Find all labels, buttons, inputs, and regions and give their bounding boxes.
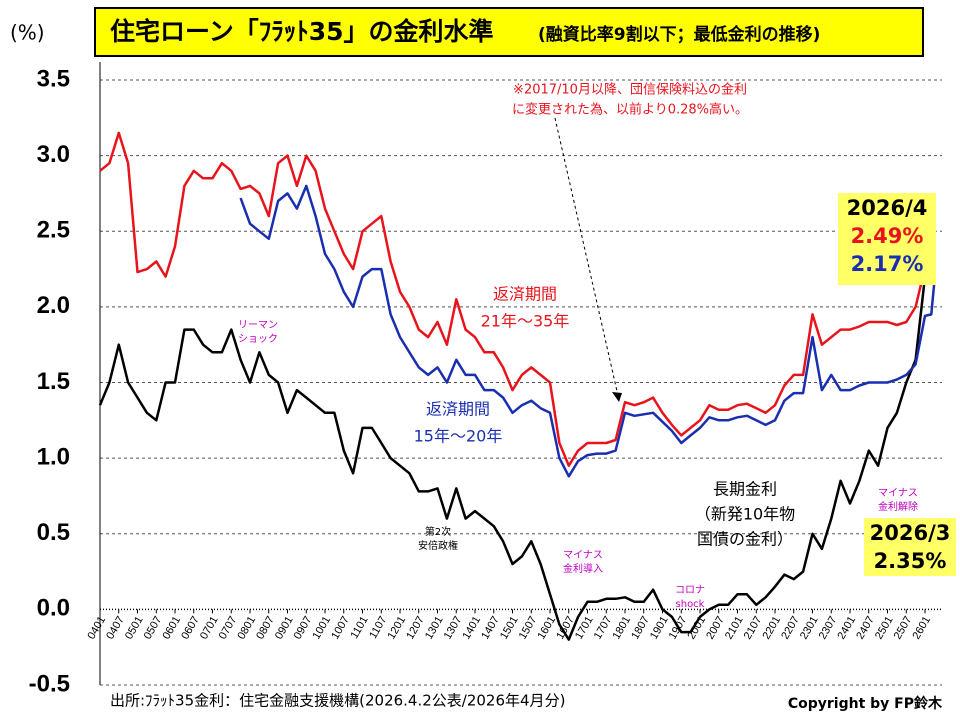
event-label: コロナ [675,584,705,596]
x-tick-label: 2001 [685,614,708,641]
x-tick-label: 1407 [479,614,502,641]
note: ※2017/10月以降、団信保険料込の金利 [513,82,747,98]
x-tick-label: 2101 [723,614,746,641]
series-label: 15年～20年 [414,427,503,446]
x-tick-label: 0607 [179,614,202,641]
x-tick-label: 2407 [854,614,877,641]
y-unit: (%) [10,21,45,45]
copyright: Copyright by FP鈴木 [788,695,943,712]
event-label: マイナス [563,549,603,561]
y-tick-label: 3.5 [37,65,70,92]
note-arrowhead [612,392,622,402]
y-tick-label: 0.0 [37,595,70,622]
x-tick-label: 1501 [498,614,521,641]
x-tick-label: 0801 [235,614,258,641]
series-label: 21年～35年 [481,312,570,331]
event-label: マイナス [878,487,918,499]
event-label: 金利解除 [878,500,918,513]
chart-subtitle: (融資比率9割以下；最低金利の推移) [538,24,820,45]
event-label: 金利導入 [563,562,603,575]
x-tick-label: 0401 [85,614,108,641]
series-label: 返済期間 [426,400,490,419]
note: に変更された為、以前より0.28%高い。 [512,102,748,118]
x-tick-label: 0501 [123,614,146,641]
x-tick-label: 2301 [798,614,821,641]
y-tick-label: 0.5 [37,519,70,546]
x-tick-label: 1601 [535,614,558,641]
event-label: 安倍政権 [418,539,458,552]
series-label: （新発10年物 [695,505,795,524]
y-tick-label: 3.0 [37,141,70,168]
source: 出所:ﾌﾗｯﾄ35金利：住宅金融支援機構(2026.4.2公表/2026年4月分… [110,692,565,710]
x-tick-label: 1901 [648,614,671,641]
chart-title: 住宅ローン「ﾌﾗｯﾄ35」の金利水準 [110,17,494,46]
y-tick-label: 1.0 [37,443,70,470]
x-tick-label: 1807 [629,614,652,641]
x-tick-label: 0901 [273,614,296,641]
event-label: リーマン [238,320,278,331]
series-label: 国債の金利） [697,530,793,549]
x-tick-label: 0907 [292,614,315,641]
x-tick-label: 0807 [254,614,277,641]
event-label: shock [676,599,705,610]
title-box [94,7,924,57]
x-tick-label: 1207 [404,614,427,641]
x-tick-label: 1007 [329,614,352,641]
x-tick-label: 1507 [517,614,540,641]
callout-box [838,193,936,285]
callout-date: 2026/4 [847,196,928,220]
y-tick-label: 1.5 [37,368,70,395]
x-tick-label: 1707 [592,614,615,641]
x-tick-label: 2401 [835,614,858,641]
x-tick-label: 2501 [873,614,896,641]
x-tick-label: 2007 [704,614,727,641]
x-tick-label: 0407 [104,614,127,641]
x-tick-label: 2307 [817,614,840,641]
event-label: ショック [238,333,278,345]
note-arrow [554,117,620,401]
x-tick-label: 2507 [892,614,915,641]
y-tick-label: -0.5 [29,670,70,697]
y-tick-label: 2.0 [37,292,70,319]
x-tick-label: 0701 [198,614,221,641]
callout-value: 2.49% [851,224,924,248]
series-line [98,253,933,641]
callout-box [864,518,956,576]
x-tick-label: 0601 [160,614,183,641]
series-label: 返済期間 [493,285,557,304]
x-tick-label: 2601 [910,614,933,641]
x-tick-label: 1301 [423,614,446,641]
x-tick-label: 0507 [142,614,165,641]
x-tick-label: 1101 [348,614,370,640]
callout-value: 2.35% [874,549,947,573]
x-tick-label: 1201 [385,614,408,641]
x-tick-label: 2201 [760,614,783,641]
callout-date: 2026/3 [870,521,951,545]
x-tick-label: 1001 [310,614,333,641]
series-label: 長期金利 [713,480,777,499]
series-line [239,184,936,478]
x-tick-label: 1801 [610,614,633,641]
x-tick-label: 0707 [217,614,240,641]
x-tick-label: 1401 [460,614,483,641]
x-tick-label: 1307 [442,614,465,641]
callout-value: 2.17% [851,252,924,276]
x-tick-label: 2207 [779,614,802,641]
event-label: 第2次 [425,525,451,538]
y-tick-label: 2.5 [37,217,70,244]
x-tick-label: 2107 [742,614,765,641]
series-line [99,131,936,467]
